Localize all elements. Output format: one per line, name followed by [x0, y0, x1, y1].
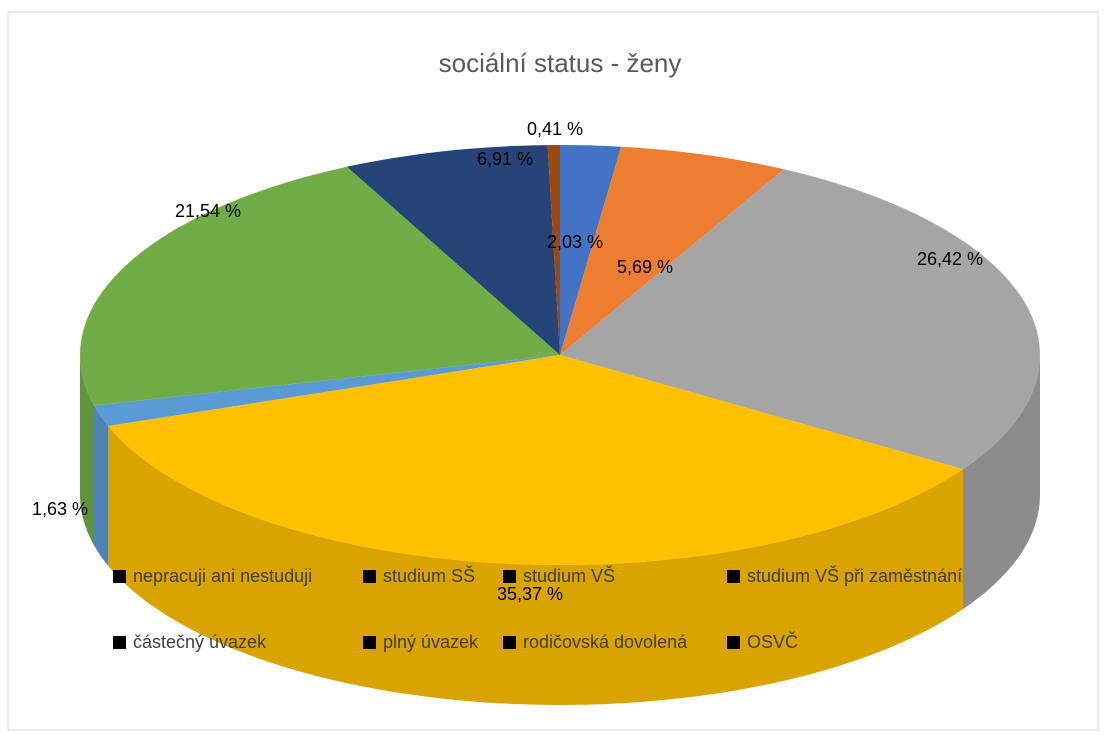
slice [560, 146, 784, 355]
slice [560, 145, 622, 355]
data-label: 2,03 % [547, 232, 603, 252]
slice-side [108, 426, 964, 705]
legend-label: studium VŠ [523, 565, 615, 586]
data-label: 26,42 % [917, 249, 983, 269]
data-label: 21,54 % [175, 201, 241, 221]
legend-swatch [363, 636, 376, 649]
slice-side [80, 355, 94, 546]
legend-swatch [113, 636, 126, 649]
slice [560, 169, 1040, 470]
data-label: 35,37 % [497, 584, 563, 604]
legend-swatch [363, 570, 376, 583]
legend-label: studium SŠ [383, 565, 475, 586]
slice [547, 145, 560, 355]
legend-swatch [727, 570, 740, 583]
data-label: 5,69 % [617, 257, 673, 277]
slice [108, 355, 964, 565]
slice [346, 145, 560, 355]
legend-label: OSVČ [747, 631, 798, 652]
data-label: 1,63 % [32, 499, 88, 519]
legend-label: plný úvazek [383, 632, 479, 652]
legend-swatch [503, 570, 516, 583]
legend-label: studium VŠ při zaměstnání [747, 565, 962, 586]
slice-side [94, 405, 109, 566]
slice [94, 355, 560, 426]
legend-label: nepracuji ani nestuduji [133, 566, 312, 586]
legend-label: částečný úvazek [133, 632, 267, 652]
slice-side [963, 355, 1040, 610]
legend-swatch [727, 636, 740, 649]
chart-title: sociální status - ženy [439, 48, 682, 78]
data-label: 0,41 % [527, 119, 583, 139]
slice [80, 166, 560, 406]
legend-swatch [503, 636, 516, 649]
legend-label: rodičovská dovolená [523, 632, 688, 652]
legend-swatch [113, 570, 126, 583]
data-label: 6,91 % [477, 149, 533, 169]
